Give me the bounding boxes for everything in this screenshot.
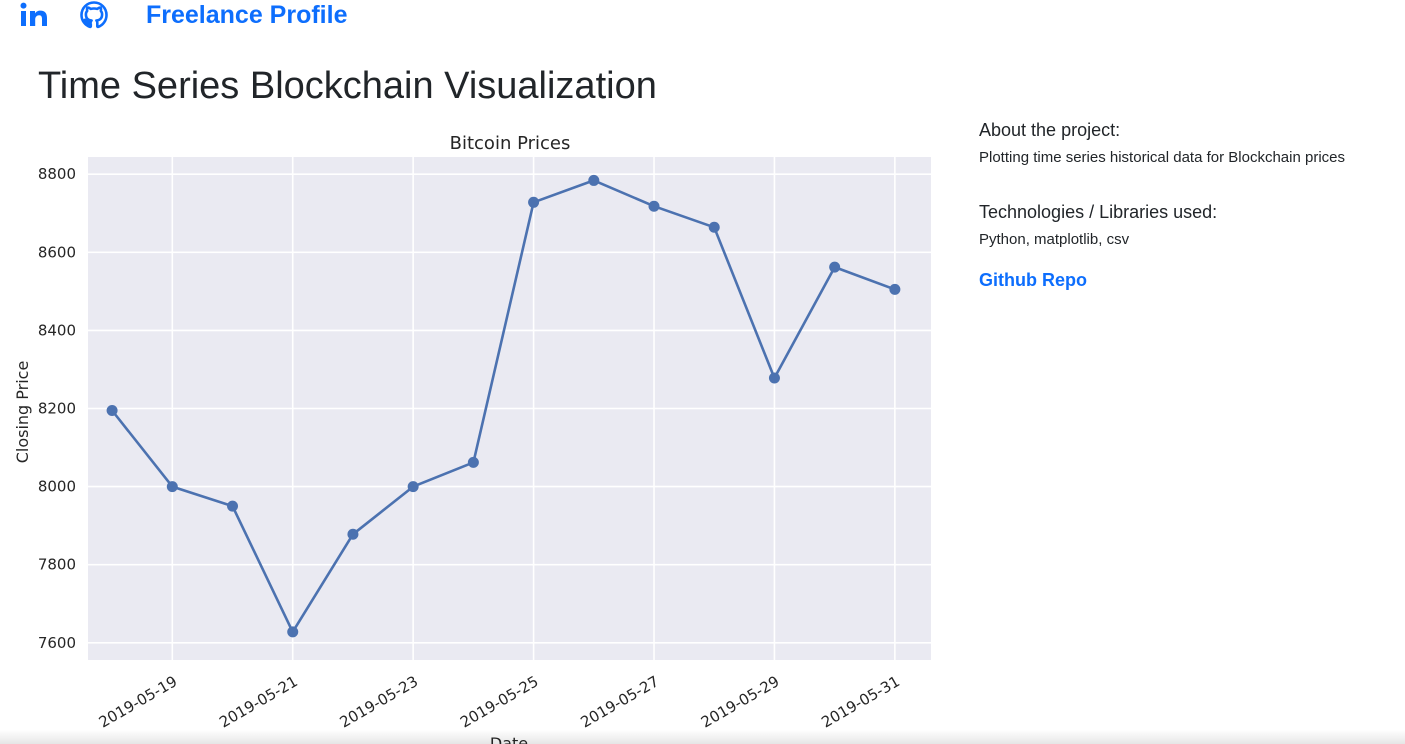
price-line xyxy=(111,179,896,634)
tech-heading: Technologies / Libraries used: xyxy=(979,202,1218,222)
tech-text: Python, matplotlib, csv xyxy=(979,231,1130,248)
y-tick-label: 7600 xyxy=(38,634,76,652)
data-point xyxy=(347,528,359,540)
page-title: Time Series Blockchain Visualization xyxy=(38,65,657,107)
data-point xyxy=(467,456,479,468)
github-link[interactable] xyxy=(80,1,108,34)
github-icon xyxy=(80,1,108,29)
data-point xyxy=(166,481,178,493)
data-point xyxy=(227,500,239,512)
data-point xyxy=(768,372,780,384)
about-text: Plotting time series historical data for… xyxy=(979,149,1345,166)
github-repo-link[interactable]: Github Repo xyxy=(979,270,1087,290)
y-axis-label: Closing Price xyxy=(13,361,32,464)
linkedin-link[interactable] xyxy=(20,2,50,33)
data-point xyxy=(106,404,118,416)
x-grid xyxy=(171,157,896,660)
freelance-profile-link[interactable]: Freelance Profile xyxy=(146,1,348,29)
top-nav: Freelance Profile xyxy=(0,0,600,30)
chart-svg: Bitcoin Prices 7600 7800 8000 8200 8400 8600 8… xyxy=(13,133,931,744)
project-sidebar: About the project: Plotting time series … xyxy=(979,118,1399,292)
y-tick-labels: 7600 7800 8000 8200 8400 8600 8800 xyxy=(38,165,76,652)
about-heading: About the project: xyxy=(979,120,1121,140)
data-point xyxy=(708,221,720,233)
y-tick-label: 7800 xyxy=(38,556,76,574)
y-tick-label: 8200 xyxy=(38,400,76,418)
y-tick-label: 8400 xyxy=(38,321,76,339)
x-tick-label: 2019-05-21 xyxy=(216,672,301,731)
linkedin-icon xyxy=(20,2,47,26)
data-point xyxy=(407,481,419,493)
chart-title: Bitcoin Prices xyxy=(450,133,571,154)
x-axis-label: Date xyxy=(490,734,528,744)
x-tick-label: 2019-05-23 xyxy=(337,672,422,731)
x-tick-label: 2019-05-29 xyxy=(698,672,783,731)
x-tick-label: 2019-05-19 xyxy=(96,672,181,731)
x-tick-label: 2019-05-27 xyxy=(578,672,663,731)
bitcoin-price-chart: Bitcoin Prices 7600 7800 8000 8200 8400 8600 8… xyxy=(0,120,950,744)
data-point xyxy=(528,196,540,208)
data-point xyxy=(889,283,901,295)
data-point xyxy=(829,261,841,273)
data-point xyxy=(588,174,600,186)
y-tick-label: 8000 xyxy=(38,478,76,496)
price-points xyxy=(106,174,901,638)
y-tick-label: 8800 xyxy=(38,165,76,183)
data-point xyxy=(287,626,299,638)
data-point xyxy=(648,200,660,212)
y-tick-label: 8600 xyxy=(38,243,76,261)
x-tick-label: 2019-05-25 xyxy=(457,672,542,731)
x-tick-label: 2019-05-31 xyxy=(818,672,903,731)
y-grid xyxy=(88,173,931,644)
x-tick-labels: 2019-05-19 2019-05-21 2019-05-23 2019-05-25… xyxy=(96,672,903,731)
